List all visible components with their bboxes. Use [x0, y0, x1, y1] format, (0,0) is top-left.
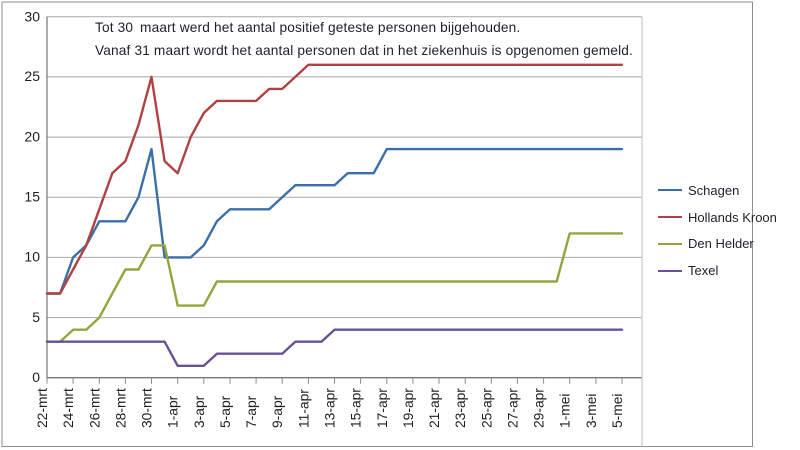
svg-text:3-apr: 3-apr: [192, 395, 207, 428]
svg-text:5-apr: 5-apr: [218, 395, 233, 428]
svg-text:17-apr: 17-apr: [375, 388, 390, 428]
svg-text:27-apr: 27-apr: [505, 388, 520, 428]
svg-text:9-apr: 9-apr: [270, 395, 285, 428]
svg-text:5: 5: [32, 309, 40, 325]
svg-text:30-mrt: 30-mrt: [140, 388, 155, 428]
svg-text:10: 10: [24, 249, 40, 265]
svg-text:29-apr: 29-apr: [532, 388, 547, 428]
svg-text:3-mei: 3-mei: [584, 394, 599, 429]
svg-text:15: 15: [24, 189, 40, 205]
svg-text:15-apr: 15-apr: [349, 388, 364, 428]
svg-text:21-apr: 21-apr: [427, 388, 442, 428]
svg-text:0: 0: [32, 369, 40, 385]
svg-text:7-apr: 7-apr: [244, 395, 259, 428]
svg-text:1-mei: 1-mei: [558, 394, 573, 429]
svg-text:25: 25: [24, 68, 40, 84]
svg-text:25-apr: 25-apr: [479, 388, 494, 428]
svg-text:22-mrt: 22-mrt: [35, 388, 50, 428]
svg-text:1-apr: 1-apr: [166, 395, 181, 428]
svg-text:20: 20: [24, 128, 40, 144]
svg-text:24-mrt: 24-mrt: [61, 388, 76, 428]
svg-text:26-mrt: 26-mrt: [87, 388, 102, 428]
svg-text:5-mei: 5-mei: [610, 394, 625, 429]
svg-text:19-apr: 19-apr: [401, 388, 416, 428]
svg-text:13-apr: 13-apr: [323, 388, 338, 428]
svg-text:30: 30: [24, 9, 40, 25]
svg-text:23-apr: 23-apr: [453, 388, 468, 428]
svg-text:11-apr: 11-apr: [296, 389, 311, 428]
svg-text:28-mrt: 28-mrt: [113, 388, 128, 428]
